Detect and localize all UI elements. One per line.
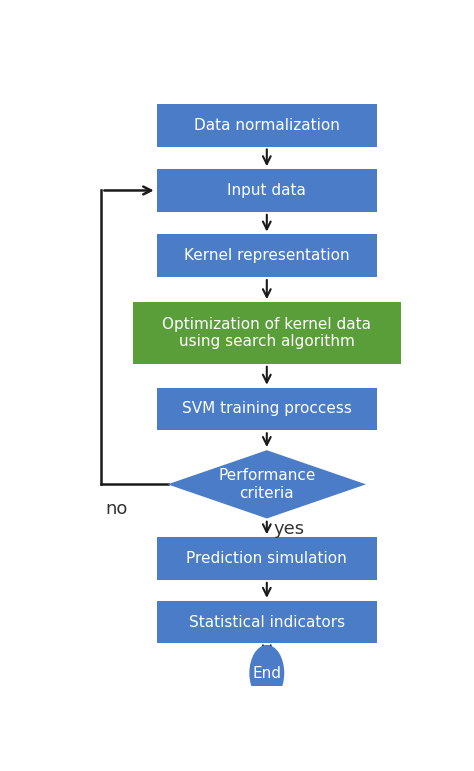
Text: End: End	[252, 665, 281, 681]
FancyBboxPatch shape	[156, 169, 377, 212]
Text: Kernel representation: Kernel representation	[184, 248, 350, 263]
Text: Data normalization: Data normalization	[194, 118, 340, 133]
Text: SVM training proccess: SVM training proccess	[182, 402, 352, 416]
Text: Optimization of kernel data
using search algorithm: Optimization of kernel data using search…	[162, 317, 371, 349]
FancyBboxPatch shape	[156, 234, 377, 277]
Text: yes: yes	[273, 520, 304, 538]
Text: Statistical indicators: Statistical indicators	[189, 614, 345, 630]
Polygon shape	[168, 450, 366, 518]
Text: Input data: Input data	[228, 183, 306, 198]
FancyBboxPatch shape	[156, 601, 377, 644]
FancyBboxPatch shape	[156, 388, 377, 430]
FancyBboxPatch shape	[156, 104, 377, 146]
Text: Performance
criteria: Performance criteria	[218, 468, 316, 500]
FancyBboxPatch shape	[133, 301, 401, 364]
Text: Prediction simulation: Prediction simulation	[186, 551, 347, 566]
FancyBboxPatch shape	[156, 537, 377, 580]
Text: no: no	[105, 500, 128, 518]
Circle shape	[249, 645, 284, 702]
